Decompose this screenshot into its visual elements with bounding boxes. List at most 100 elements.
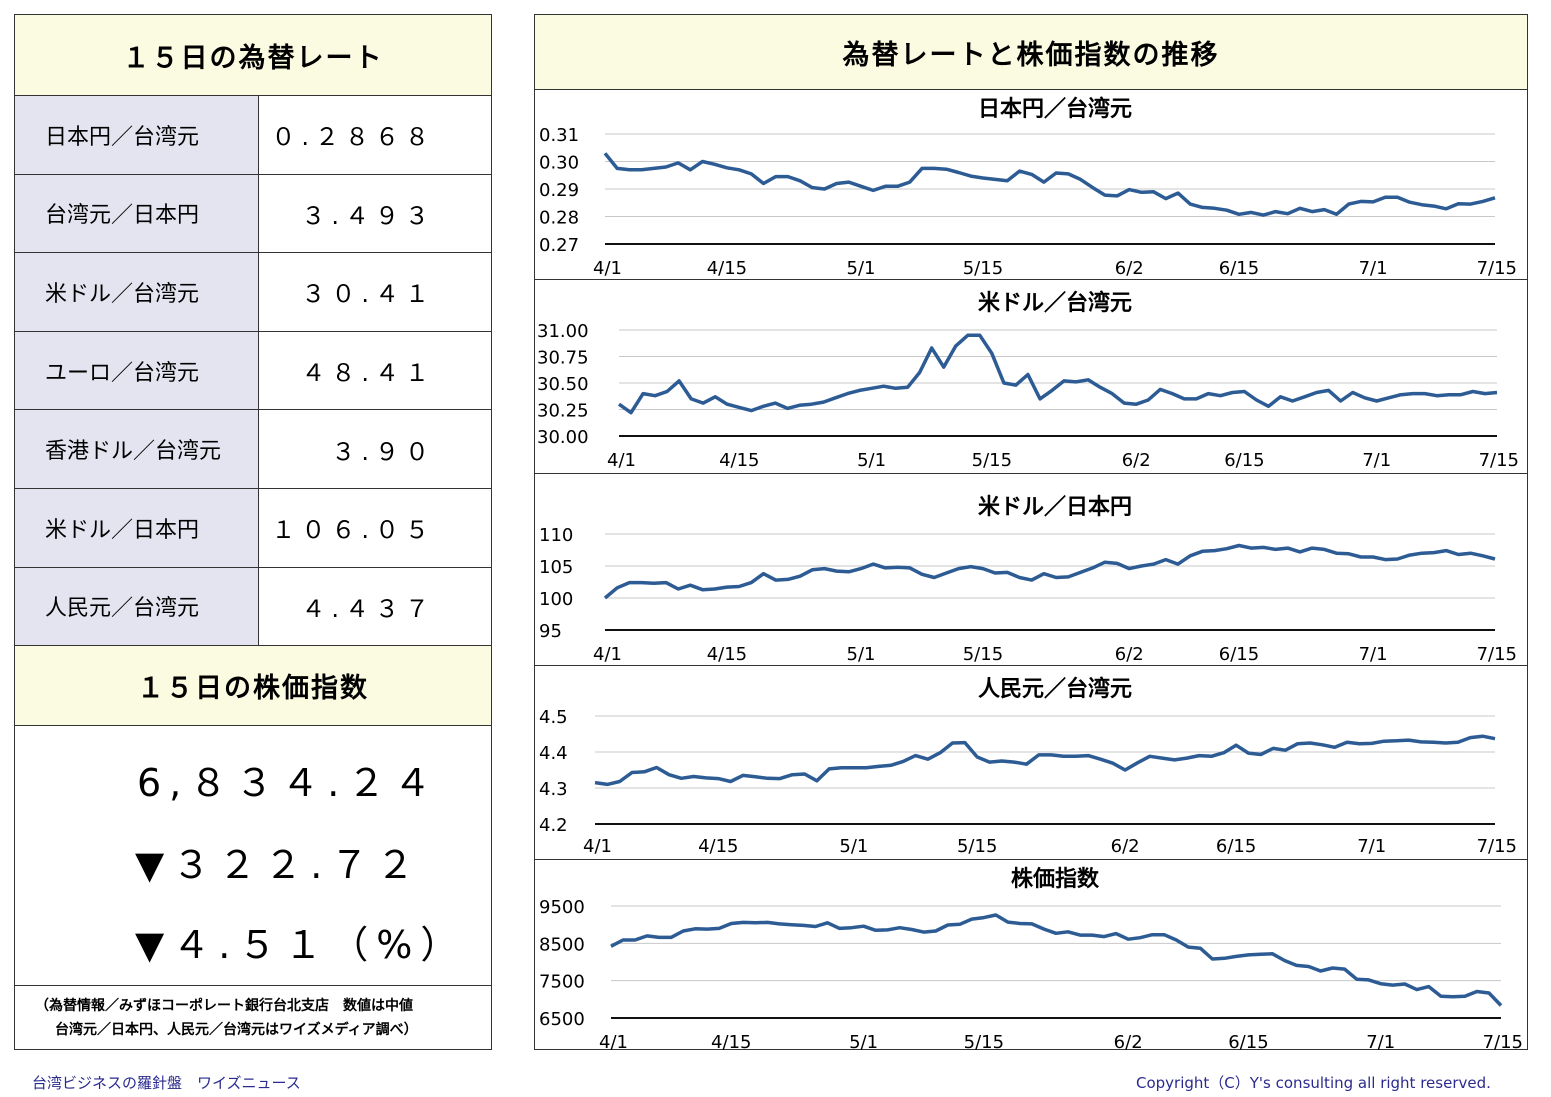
x-tick-label: 6/2 (1114, 1032, 1143, 1052)
x-tick-label: 6/2 (1122, 450, 1151, 471)
rate-label: 米ドル／日本円 (15, 488, 259, 567)
rate-value: ０.２８６８ (271, 123, 435, 152)
y-tick-label: 30.00 (537, 427, 589, 448)
line-chart: 株価指数 9500 8500 7500 6500 4/1 4/15 5/1 5/15 6/2 6/1… (539, 866, 1523, 1052)
index-title: １５日の株価指数 (15, 646, 491, 727)
y-tick-label: 7500 (539, 972, 585, 993)
x-tick-label: 6/15 (1219, 258, 1259, 279)
y-tick-label: 4.2 (539, 815, 568, 836)
chart-title: 日本円／台湾元 (978, 96, 1132, 122)
rate-value: ３.４９３ (301, 201, 435, 230)
x-tick-label: 6/2 (1111, 836, 1140, 857)
x-tick-label: 5/1 (847, 644, 876, 665)
x-tick-label: 4/1 (593, 644, 622, 665)
x-tick-label: 4/15 (707, 258, 747, 279)
line-chart: 日本円／台湾元 0.31 0.30 0.29 0.28 0.27 4/1 4/15 5/1 5/1… (539, 96, 1517, 279)
footer-copyright: Copyright（C）Y's consulting all right res… (1136, 1074, 1491, 1092)
rate-row: ユーロ／台湾元 ４８.４１ (15, 331, 491, 411)
index-change: ▼３２２.７２ (135, 843, 423, 888)
chart-title: 人民元／台湾元 (978, 676, 1132, 702)
x-tick-label: 4/15 (698, 836, 738, 857)
x-tick-label: 4/1 (599, 1032, 628, 1052)
y-tick-label: 4.3 (539, 779, 568, 800)
charts-title: 為替レートと株価指数の推移 (535, 15, 1527, 89)
source-note: （為替情報／みずほコーポレート銀行台北支店 数値は中値 台湾元／日本円、人民元／… (15, 986, 491, 1042)
series-line (594, 734, 1496, 787)
x-tick-label: 7/15 (1477, 258, 1517, 279)
line-chart: 米ドル／台湾元 31.00 30.75 30.50 30.25 30.00 4/1 4/15 5… (537, 290, 1519, 471)
rate-label: 米ドル／台湾元 (15, 253, 259, 331)
rate-row: 香港ドル／台湾元 ３.９０ (15, 410, 491, 489)
y-tick-label: 0.28 (539, 208, 579, 229)
chart-title: 株価指数 (1011, 866, 1100, 892)
charts-panel: 為替レートと株価指数の推移 日本円／台湾元 0.31 0.30 0.29 0.28 0.2… (534, 14, 1528, 1052)
y-tick-label: 31.00 (537, 321, 589, 342)
rate-row: 米ドル／日本円 １０６.０５ (15, 488, 491, 568)
series-line (617, 333, 1498, 415)
rate-label: 日本円／台湾元 (15, 96, 259, 174)
x-tick-label: 7/1 (1366, 1032, 1395, 1052)
y-tick-label: 95 (539, 621, 562, 642)
chart-panel: 米ドル／台湾元 31.00 30.75 30.50 30.25 30.00 4/1 4/15 5… (535, 279, 1527, 473)
footer-brand: 台湾ビジネスの羅針盤 ワイズニュース (32, 1074, 301, 1092)
index-value: 6,８３４.２４ (137, 761, 440, 806)
x-tick-label: 4/15 (707, 644, 747, 665)
x-tick-label: 6/15 (1219, 644, 1259, 665)
y-tick-label: 8500 (539, 934, 585, 955)
series-line (603, 543, 1496, 600)
x-tick-label: 6/15 (1228, 1032, 1268, 1052)
y-tick-label: 0.27 (539, 235, 579, 256)
chart-panel: 米ドル／日本円 110 105 100 95 4/1 4/15 5/1 5/15 6/2 6/15 7… (535, 473, 1527, 665)
x-tick-label: 4/1 (583, 836, 612, 857)
rate-label: 台湾元／日本円 (15, 174, 259, 253)
chart-title: 米ドル／日本円 (978, 495, 1132, 520)
x-tick-label: 7/1 (1359, 644, 1388, 665)
x-tick-label: 4/15 (719, 450, 759, 471)
source-note-line2: 台湾元／日本円、人民元／台湾元はワイズメディア調べ） (55, 1022, 418, 1039)
x-tick-label: 4/1 (593, 258, 622, 279)
rate-label: ユーロ／台湾元 (15, 331, 259, 410)
x-tick-label: 7/1 (1359, 258, 1388, 279)
rates-title: １５日の為替レート (15, 15, 491, 96)
x-tick-label: 7/15 (1479, 450, 1519, 471)
x-tick-label: 4/15 (711, 1032, 751, 1052)
x-tick-label: 5/15 (964, 1032, 1004, 1052)
series-line (610, 913, 1503, 1007)
x-tick-label: 6/15 (1224, 450, 1264, 471)
rate-label: 香港ドル／台湾元 (15, 410, 259, 488)
y-tick-label: 110 (539, 525, 573, 546)
x-tick-label: 7/1 (1357, 836, 1386, 857)
y-tick-label: 105 (539, 557, 573, 578)
y-tick-label: 0.29 (539, 180, 579, 201)
rate-row: 米ドル／台湾元 ３０.４１ (15, 253, 491, 332)
index-values: 6,８３４.２４ ▼３２２.７２ ▼４.５１（%） (15, 726, 491, 987)
x-tick-label: 5/15 (972, 450, 1012, 471)
x-tick-label: 5/1 (857, 450, 886, 471)
x-tick-label: 4/1 (607, 450, 636, 471)
x-tick-label: 5/15 (963, 644, 1003, 665)
x-tick-label: 5/1 (839, 836, 868, 857)
y-tick-label: 9500 (539, 897, 585, 918)
x-tick-label: 6/15 (1216, 836, 1256, 857)
x-tick-label: 5/15 (957, 836, 997, 857)
y-tick-label: 30.75 (537, 348, 589, 369)
y-tick-label: 6500 (539, 1009, 585, 1030)
rate-value: １０６.０５ (271, 516, 435, 545)
chart-panel: 日本円／台湾元 0.31 0.30 0.29 0.28 0.27 4/1 4/15 5/1 5/1… (535, 89, 1527, 279)
rates-table: 日本円／台湾元 ０.２８６８ 台湾元／日本円 ３.４９３ 米ドル／台湾元 ３０.４１ ユーロ… (15, 96, 491, 647)
source-note-line1: （為替情報／みずほコーポレート銀行台北支店 数値は中値 (35, 998, 413, 1015)
rate-value: ３０.４１ (301, 280, 435, 309)
chart-panel: 人民元／台湾元 4.5 4.4 4.3 4.2 4/1 4/15 5/1 5/15 6/2 6/15… (535, 665, 1527, 859)
y-tick-label: 4.4 (539, 743, 568, 764)
rate-row: 人民元／台湾元 ４.４３７ (15, 567, 491, 647)
rate-row: 日本円／台湾元 ０.２８６８ (15, 96, 491, 175)
rate-value: ３.９０ (331, 437, 435, 466)
y-tick-label: 4.5 (539, 707, 568, 728)
y-tick-label: 30.25 (537, 401, 589, 422)
x-tick-label: 5/1 (849, 1032, 878, 1052)
x-tick-label: 7/15 (1483, 1032, 1523, 1052)
x-tick-label: 7/15 (1477, 644, 1517, 665)
line-chart: 米ドル／日本円 110 105 100 95 4/1 4/15 5/1 5/15 6/2 6/15 7… (539, 495, 1517, 665)
line-chart: 人民元／台湾元 4.5 4.4 4.3 4.2 4/1 4/15 5/1 5/15 6/2 6/15… (539, 676, 1517, 857)
y-tick-label: 100 (539, 589, 573, 610)
